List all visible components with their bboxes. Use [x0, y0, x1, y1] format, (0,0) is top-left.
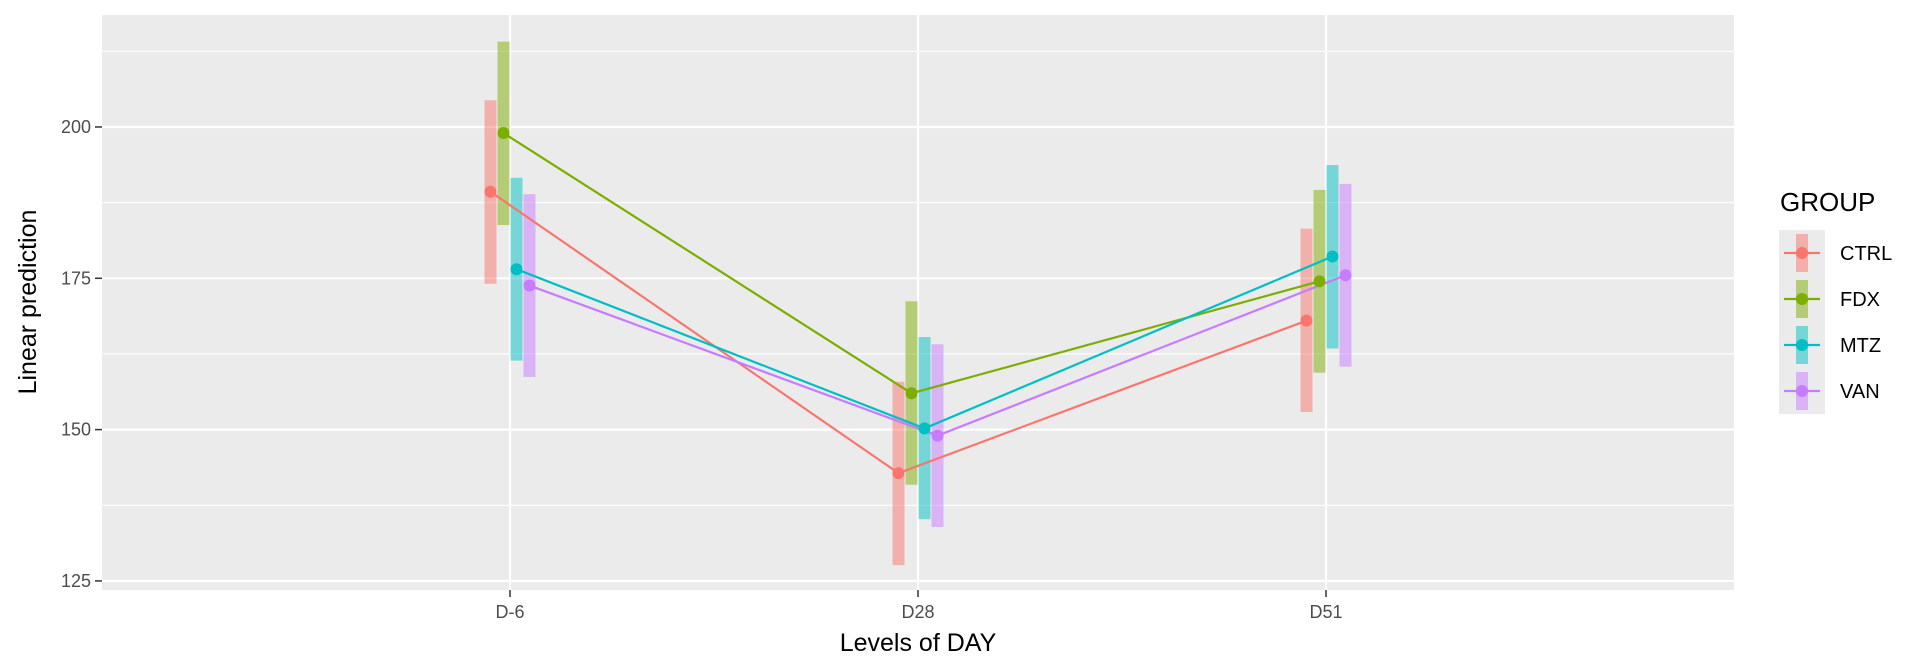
data-point-fdx: [497, 127, 510, 140]
y-tick-label: 175: [61, 268, 91, 288]
data-point-van: [523, 279, 536, 292]
legend-item-fdx: FDX: [1784, 280, 1880, 318]
legend-key-point: [1796, 339, 1808, 351]
data-point-van: [1339, 269, 1352, 282]
legend: GROUP CTRL FDX MTZ VAN: [1779, 187, 1892, 414]
legend-item-van: VAN: [1784, 372, 1880, 410]
legend-item-ctrl: CTRL: [1784, 234, 1892, 272]
legend-key-point: [1796, 293, 1808, 305]
legend-label: MTZ: [1840, 335, 1881, 357]
series-points: [484, 127, 1352, 480]
y-axis-title: Linear prediction: [14, 210, 42, 395]
legend-title: GROUP: [1780, 187, 1875, 217]
data-point-ctrl: [484, 185, 497, 198]
x-axis-title: Levels of DAY: [840, 629, 997, 657]
legend-label: VAN: [1840, 381, 1880, 403]
y-tick-label: 125: [61, 571, 91, 591]
legend-items: CTRL FDX MTZ VAN: [1784, 234, 1892, 410]
data-point-mtz: [510, 263, 523, 276]
data-point-fdx: [1313, 275, 1326, 288]
data-point-mtz: [1326, 250, 1339, 263]
x-axis: D-6 D28 D51: [495, 590, 1343, 622]
legend-label: CTRL: [1840, 243, 1892, 265]
x-tick-label: D-6: [495, 602, 524, 622]
data-point-mtz: [918, 422, 931, 435]
y-tick-label: 150: [61, 420, 91, 440]
legend-key-point: [1796, 247, 1808, 259]
x-tick-label: D28: [901, 602, 934, 622]
x-tick-label: D51: [1309, 602, 1342, 622]
data-point-fdx: [905, 387, 918, 400]
legend-key-point: [1796, 385, 1808, 397]
data-point-van: [931, 429, 944, 442]
data-point-ctrl: [1300, 314, 1313, 327]
legend-item-mtz: MTZ: [1784, 326, 1881, 364]
data-point-ctrl: [892, 467, 905, 480]
y-axis: 125 150 175 200: [61, 117, 102, 591]
legend-label: FDX: [1840, 289, 1880, 311]
y-tick-label: 200: [61, 117, 91, 137]
